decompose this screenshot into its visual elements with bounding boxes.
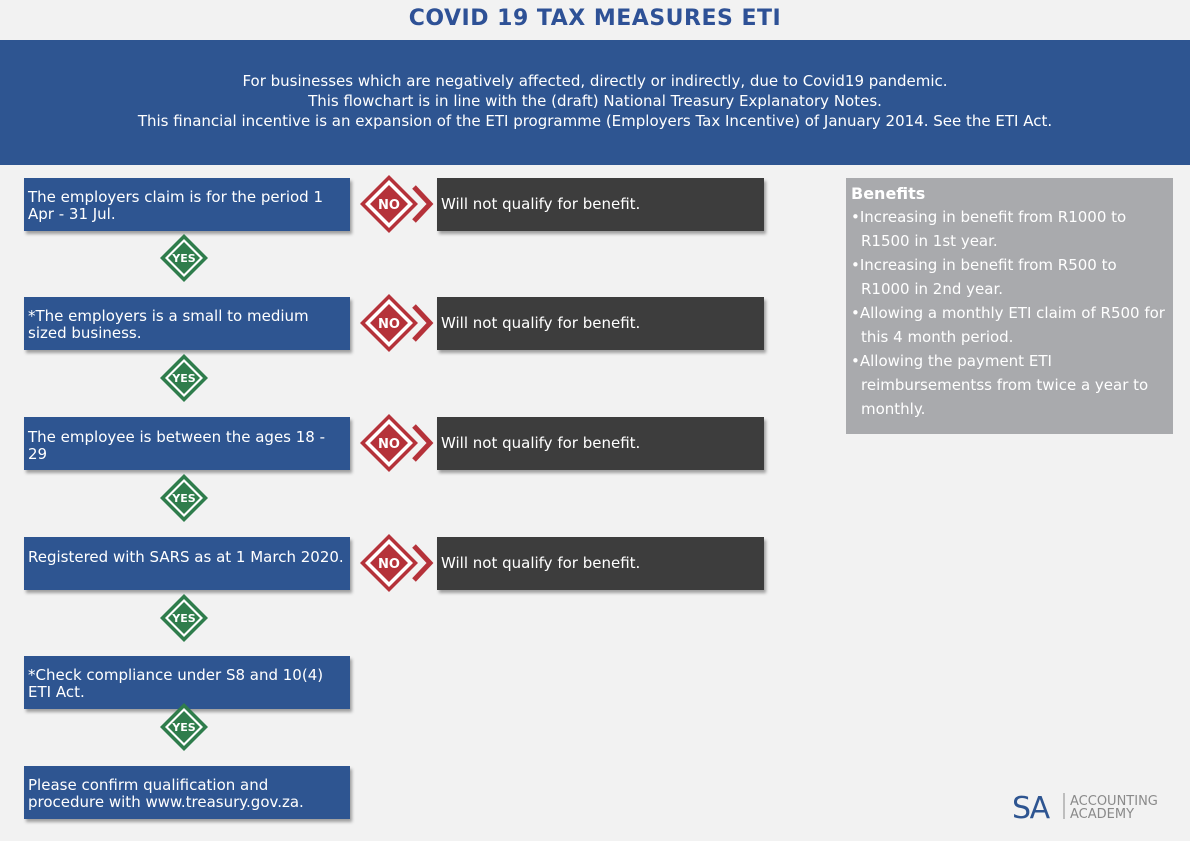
no-arrow-2: NO [360, 294, 434, 352]
benefit-item: Increasing in benefit from R1000 to R150… [851, 205, 1169, 253]
logo-line-2: ACADEMY [1070, 807, 1134, 822]
no-label-1: NO [378, 198, 400, 213]
logo-mark: SA [1012, 791, 1051, 822]
intro-line-2: This flowchart is in line with the (draf… [308, 92, 882, 110]
benefit-item: Allowing the payment ETI reimbursementss… [851, 349, 1169, 421]
step-5-box: *Check compliance under S8 and 10(4) ETI… [24, 656, 350, 709]
benefits-title: Benefits [851, 184, 926, 203]
no-arrow-3: NO [360, 414, 434, 472]
benefits-list: Increasing in benefit from R1000 to R150… [851, 205, 1169, 421]
logo-line-1: ACCOUNTING [1070, 794, 1158, 809]
result-box-1: Will not qualify for benefit. [437, 178, 764, 231]
result-box-3: Will not qualify for benefit. [437, 417, 764, 470]
yes-badge-1: YES [160, 234, 208, 282]
yes-label-3: YES [171, 492, 195, 505]
benefit-item: Increasing in benefit from R500 to R1000… [851, 253, 1169, 301]
yes-badge-3: YES [160, 474, 208, 522]
yes-label-4: YES [171, 612, 195, 625]
yes-label-5: YES [171, 721, 195, 734]
step-4-box: Registered with SARS as at 1 March 2020. [24, 537, 350, 590]
no-label-3: NO [378, 437, 400, 452]
result-box-4: Will not qualify for benefit. [437, 537, 764, 590]
result-box-2: Will not qualify for benefit. [437, 297, 764, 350]
yes-badge-2: YES [160, 354, 208, 402]
no-arrow-1: NO [360, 175, 434, 233]
no-label-2: NO [378, 317, 400, 332]
step-2-box: *The employers is a small to medium size… [24, 297, 350, 350]
yes-badge-4: YES [160, 594, 208, 642]
no-arrow-4: NO [360, 534, 434, 592]
step-1-box: The employers claim is for the period 1 … [24, 178, 350, 231]
intro-banner: For businesses which are negatively affe… [0, 40, 1190, 165]
benefit-item: Allowing a monthly ETI claim of R500 for… [851, 301, 1169, 349]
intro-line-1: For businesses which are negatively affe… [242, 72, 948, 90]
yes-badge-5: YES [160, 703, 208, 751]
sa-accounting-academy-logo: SA ACCOUNTING ACADEMY [1012, 791, 1158, 822]
yes-label-1: YES [171, 252, 195, 265]
yes-label-2: YES [171, 372, 195, 385]
benefits-panel: Benefits Increasing in benefit from R100… [846, 178, 1173, 434]
no-label-4: NO [378, 557, 400, 572]
page-title: COVID 19 TAX MEASURES ETI [408, 6, 782, 31]
step-3-box: The employee is between the ages 18 - 29 [24, 417, 350, 470]
step-6-box: Please confirm qualification and procedu… [24, 766, 350, 819]
intro-line-3: This financial incentive is an expansion… [137, 112, 1053, 130]
